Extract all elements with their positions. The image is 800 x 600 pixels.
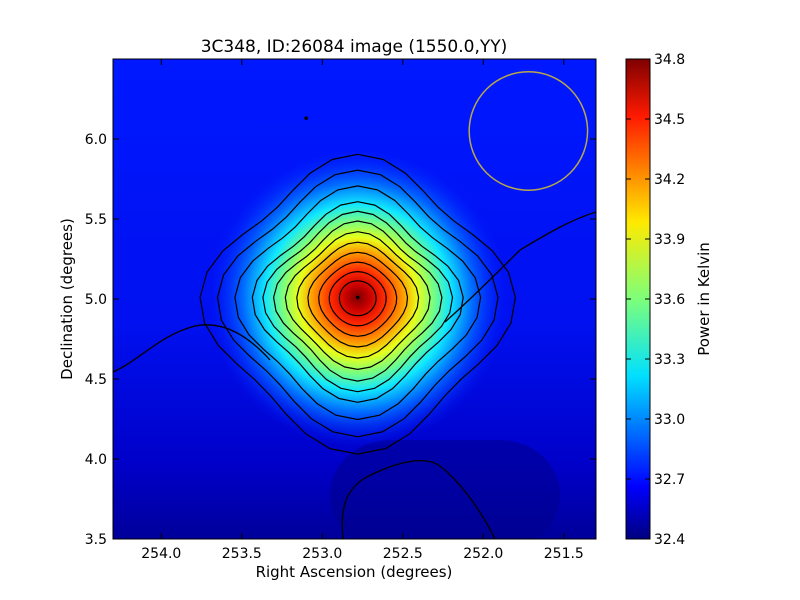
y-tick-label: 6.0: [85, 132, 107, 148]
x-tick-label: 251.5: [544, 546, 584, 562]
contour-line: [284, 231, 431, 371]
contour-line: [272, 220, 443, 382]
marker-point: [355, 295, 360, 300]
y-tick-label: 5.5: [85, 212, 107, 228]
colorbar-ticks: 32.4 32.7 33.0 33.3 33.6 33.9 34.2 34.5 34.8: [626, 52, 685, 548]
y-axis-label: Declination (degrees): [58, 218, 76, 380]
heatmap-low-region: [330, 440, 560, 539]
contour-line: [307, 251, 409, 348]
contour-line: [234, 185, 482, 421]
plot-area: [113, 59, 596, 539]
x-tick-label: 252.0: [463, 546, 503, 562]
contour-bottom: [341, 460, 496, 539]
colorbar-tick-label: 32.4: [654, 532, 685, 548]
contour-line: [262, 210, 454, 393]
chart-title: 3C348, ID:26084 image (1550.0,YY): [201, 37, 508, 57]
y-tick-label: 5.0: [85, 292, 107, 308]
x-tick-label: 254.0: [141, 546, 181, 562]
colorbar-tick-label: 34.5: [654, 112, 685, 128]
colorbar-label: Power in Kelvin: [695, 242, 713, 356]
marker-layer: [304, 116, 360, 300]
y-tick-label: 4.5: [85, 372, 107, 388]
x-tick-label: 253.5: [222, 546, 262, 562]
contour-line: [216, 169, 499, 438]
contour-line: [318, 261, 398, 337]
y-tick-label: 4.0: [85, 452, 107, 468]
contour-line: [251, 201, 464, 403]
marker-point: [304, 116, 309, 120]
contour-lines: [199, 153, 517, 455]
beam-circle: [468, 71, 589, 191]
y-axis-ticks: 3.5 4.0 4.5 5.0 5.5 6.0: [85, 132, 596, 548]
contour-outer-left: [113, 324, 271, 373]
colorbar-tick-label: 33.9: [654, 232, 685, 248]
colorbar-tick-label: 32.7: [654, 472, 685, 488]
contour-line: [199, 153, 517, 455]
y-tick-label: 3.5: [85, 532, 107, 548]
contour-outer-right: [444, 211, 596, 323]
colorbar-tick-label: 33.0: [654, 412, 685, 428]
x-axis-label: Right Ascension (degrees): [256, 563, 453, 581]
colorbar-tick-label: 33.3: [654, 352, 685, 368]
x-tick-label: 252.5: [383, 546, 423, 562]
x-tick-label: 253.0: [302, 546, 342, 562]
x-axis-ticks: 254.0 253.5 253.0 252.5 252.0 251.5: [141, 59, 584, 562]
contour-line: [338, 280, 377, 317]
colorbar-tick-label: 34.2: [654, 172, 685, 188]
contour-line: [328, 270, 387, 327]
contour-line: [296, 241, 420, 359]
colorbar-tick-label: 33.6: [654, 292, 685, 308]
colorbar-tick-label: 34.8: [654, 52, 685, 68]
